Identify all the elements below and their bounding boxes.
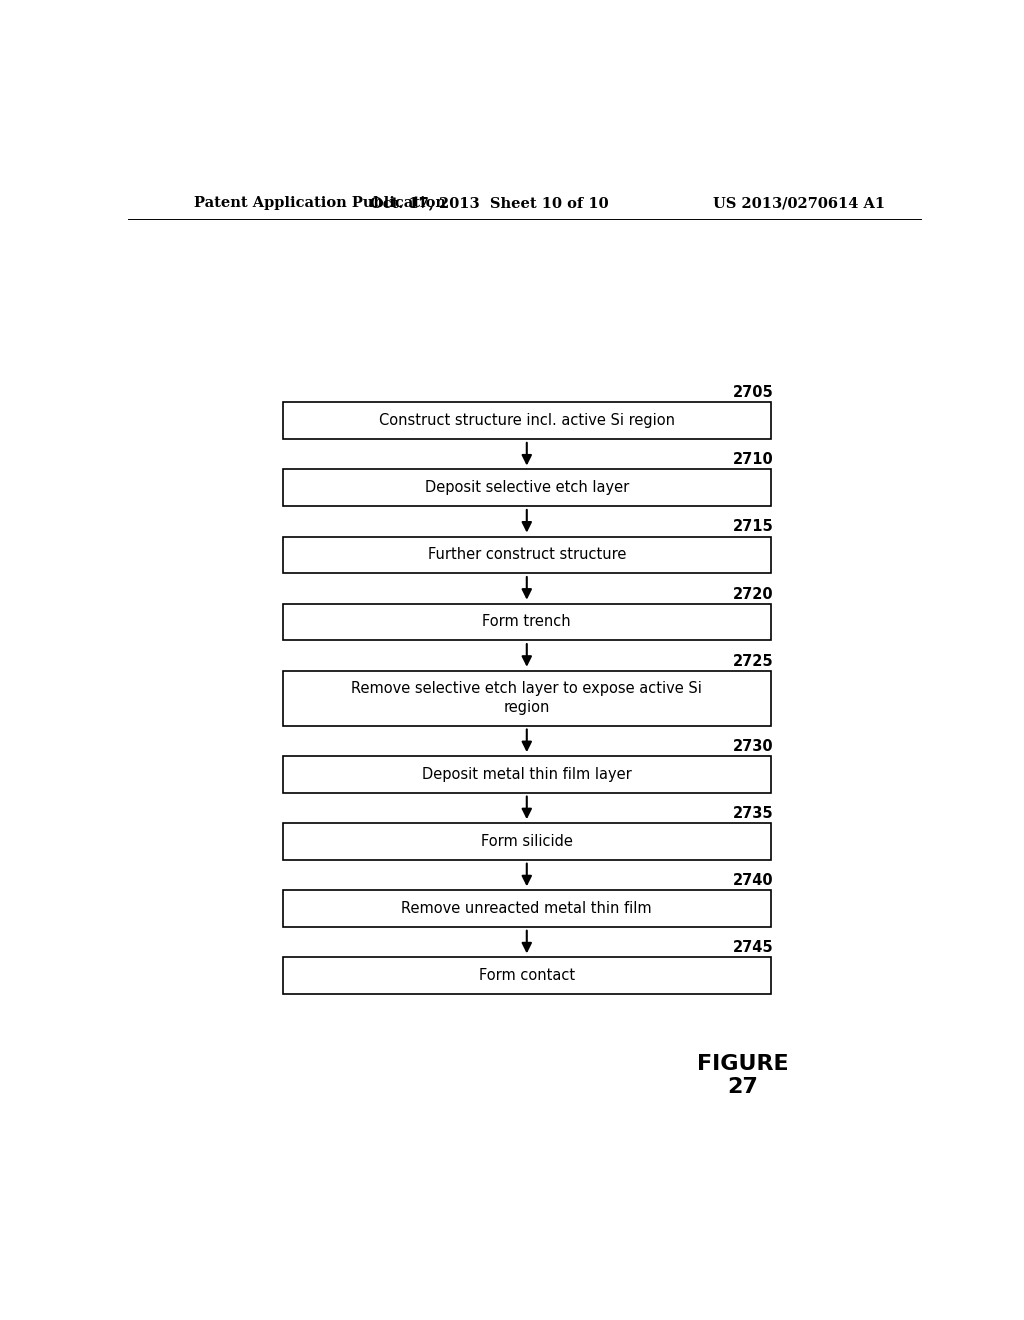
Text: Further construct structure: Further construct structure	[428, 548, 626, 562]
Bar	[283, 470, 771, 506]
Text: Form contact: Form contact	[479, 968, 574, 983]
Text: 2735: 2735	[733, 807, 774, 821]
Text: 2740: 2740	[733, 873, 774, 888]
Text: Deposit metal thin film layer: Deposit metal thin film layer	[422, 767, 632, 781]
Text: Form trench: Form trench	[482, 614, 571, 630]
Bar	[283, 824, 771, 859]
Text: US 2013/0270614 A1: US 2013/0270614 A1	[713, 197, 885, 210]
Bar	[283, 403, 771, 440]
Bar	[283, 756, 771, 792]
Bar	[283, 890, 771, 927]
Bar	[283, 957, 771, 994]
Text: Remove unreacted metal thin film: Remove unreacted metal thin film	[401, 902, 652, 916]
Text: Remove selective etch layer to expose active Si
region: Remove selective etch layer to expose ac…	[351, 681, 702, 715]
Text: Oct. 17, 2013  Sheet 10 of 10: Oct. 17, 2013 Sheet 10 of 10	[370, 197, 608, 210]
Text: 2725: 2725	[733, 653, 774, 669]
Text: 2745: 2745	[733, 940, 774, 956]
Text: Form silicide: Form silicide	[481, 834, 572, 849]
Text: Deposit selective etch layer: Deposit selective etch layer	[425, 480, 629, 495]
Text: 2710: 2710	[733, 453, 774, 467]
Text: Construct structure incl. active Si region: Construct structure incl. active Si regi…	[379, 413, 675, 428]
Text: 2705: 2705	[733, 385, 774, 400]
Text: FIGURE
27: FIGURE 27	[697, 1053, 788, 1097]
Text: 2720: 2720	[733, 586, 774, 602]
Text: 2730: 2730	[733, 739, 774, 754]
Text: Patent Application Publication: Patent Application Publication	[194, 197, 445, 210]
Bar	[283, 671, 771, 726]
Text: 2715: 2715	[733, 520, 774, 535]
Bar	[283, 603, 771, 640]
Bar	[283, 536, 771, 573]
